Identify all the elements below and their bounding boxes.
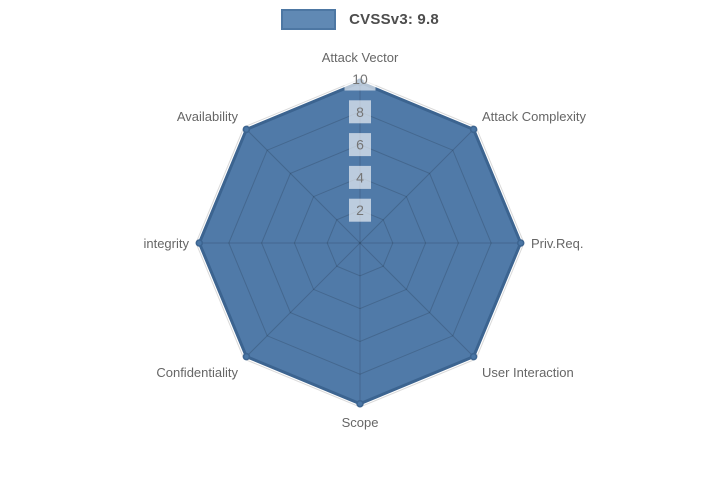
radial-tick-label: 6	[356, 137, 364, 153]
axis-label-attack-complexity: Attack Complexity	[482, 109, 587, 124]
radial-tick-backdrop	[349, 133, 371, 157]
radar-spoke	[359, 242, 477, 360]
legend-swatch[interactable]	[281, 9, 337, 30]
radar-grid-ring-4	[293, 176, 427, 310]
data-polygon-fill	[199, 82, 521, 404]
radial-tick-label: 10	[352, 71, 368, 87]
axis-label-scope: Scope	[342, 415, 379, 430]
radial-tick-label: 4	[356, 169, 364, 185]
axis-label-priv-req: Priv.Req.	[531, 236, 584, 251]
legend: CVSSv3: 9.8	[0, 9, 720, 30]
radial-tick-label: 8	[356, 104, 364, 120]
data-point	[469, 125, 478, 134]
radial-tick-backdrop	[349, 165, 371, 189]
axis-label-attack-vector: Attack Vector	[322, 50, 399, 65]
axis-label-confidentiality: Confidentiality	[156, 365, 238, 380]
radar-spoke	[243, 126, 361, 244]
radar-grid-ring-6	[261, 144, 459, 342]
data-point	[242, 125, 251, 134]
radial-tick-label: 2	[356, 202, 364, 218]
data-point	[195, 239, 204, 247]
axis-label-integrity: integrity	[143, 236, 189, 251]
radial-tick-backdrop	[349, 100, 371, 124]
radial-tick-backdrop	[344, 67, 376, 91]
data-point	[469, 352, 478, 361]
data-point	[516, 239, 525, 247]
axis-label-user-interaction: User Interaction	[482, 365, 574, 380]
axis-label-availability: Availability	[177, 109, 239, 124]
data-point	[356, 399, 364, 408]
radar-grid-ring-2	[326, 209, 394, 277]
radar-grid-ring-8	[228, 111, 492, 375]
radar-spoke	[359, 126, 477, 244]
radar-spoke	[243, 242, 361, 360]
radial-tick-backdrop	[349, 198, 371, 222]
data-point	[242, 352, 251, 361]
legend-item-label[interactable]: CVSSv3: 9.8	[349, 11, 439, 28]
